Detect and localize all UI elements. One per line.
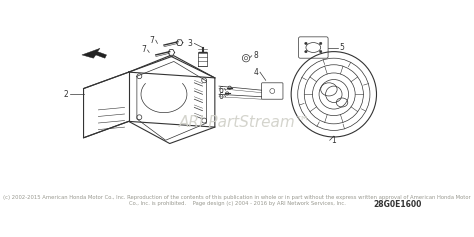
Circle shape — [319, 42, 322, 45]
Circle shape — [305, 50, 307, 53]
Text: (c) 2002-2015 American Honda Motor Co., Inc. Reproduction of the contents of thi: (c) 2002-2015 American Honda Motor Co., … — [3, 195, 471, 206]
Text: 7: 7 — [141, 46, 146, 55]
Text: 5: 5 — [339, 43, 345, 52]
Text: ARI PartStream™: ARI PartStream™ — [179, 115, 311, 130]
Text: 2: 2 — [63, 90, 68, 99]
Circle shape — [305, 42, 307, 45]
Text: 6: 6 — [219, 92, 224, 101]
Text: 1: 1 — [331, 136, 336, 145]
Text: 4: 4 — [254, 68, 258, 77]
Text: 3: 3 — [188, 39, 192, 48]
Text: 8: 8 — [254, 51, 258, 60]
Text: 6: 6 — [219, 86, 224, 95]
Text: 28G0E1600: 28G0E1600 — [373, 200, 422, 209]
Circle shape — [319, 50, 322, 53]
Text: 7: 7 — [149, 36, 154, 45]
Polygon shape — [82, 48, 107, 58]
